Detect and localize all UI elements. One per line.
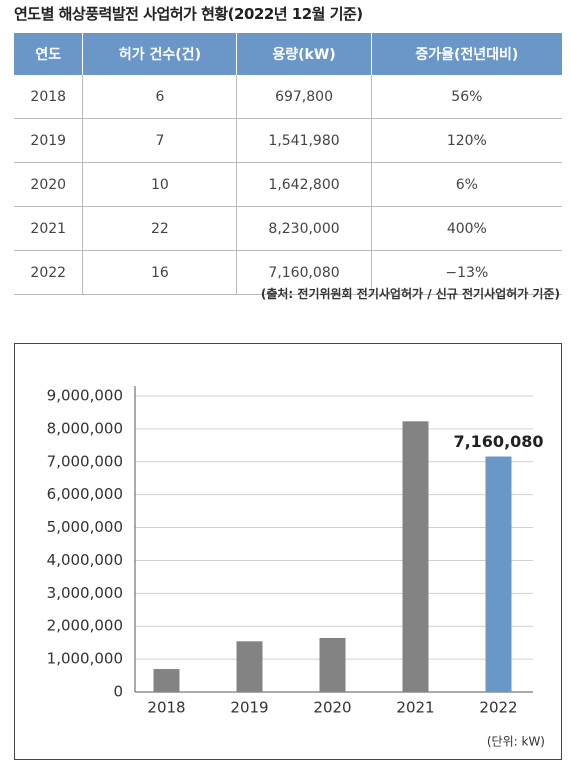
y-tick-label: 4,000,000 xyxy=(47,551,123,569)
y-tick-label: 6,000,000 xyxy=(47,485,123,503)
x-tick-label: 2018 xyxy=(147,699,185,717)
table-cell: 16 xyxy=(82,250,237,295)
bar xyxy=(153,669,180,692)
table-cell: 22 xyxy=(82,206,237,251)
x-tick-label: 2019 xyxy=(230,699,268,717)
y-tick-label: 5,000,000 xyxy=(47,518,123,536)
table-cell: 1,642,800 xyxy=(236,162,372,207)
y-tick-label: 0 xyxy=(113,683,123,701)
table-row: 2022 16 7,160,080 −13% xyxy=(14,250,562,295)
header-row: 연도 허가 건수(건) 용량(kW) 증가율(전년대비) xyxy=(14,33,562,75)
table-cell: 697,800 xyxy=(236,75,372,119)
table-cell: 2019 xyxy=(14,118,83,163)
x-tick-label: 2020 xyxy=(313,699,351,717)
table-cell: −13% xyxy=(370,250,562,295)
table-row: 2019 7 1,541,980 120% xyxy=(14,118,562,163)
table-cell: 6% xyxy=(370,162,562,207)
y-tick-label: 3,000,000 xyxy=(47,584,123,602)
x-tick-label: 2021 xyxy=(396,699,434,717)
table-cell: 400% xyxy=(370,206,562,251)
bar xyxy=(236,641,263,692)
table-cell: 2020 xyxy=(14,162,83,207)
y-tick-label: 9,000,000 xyxy=(47,387,123,405)
table-cell: 56% xyxy=(370,75,562,119)
chart-frame xyxy=(14,343,562,760)
table-cell: 7,160,080 xyxy=(236,250,372,295)
bar xyxy=(319,637,346,692)
y-tick-label: 7,000,000 xyxy=(47,452,123,470)
data-table: 연도 허가 건수(건) 용량(kW) 증가율(전년대비) 2018 6 697,800 56%… xyxy=(14,33,562,295)
title: 연도별 해상풍력발전 사업허가 현황(2022년 12월 기준) xyxy=(14,5,363,23)
table-cell: 7 xyxy=(82,118,237,163)
unit-note: (단위: kW) xyxy=(487,735,545,749)
table-row: 2018 6 697,800 56% xyxy=(14,75,562,119)
header-cell: 연도 xyxy=(14,33,83,75)
y-tick-label: 8,000,000 xyxy=(47,419,123,437)
value-label: 7,160,080 xyxy=(453,432,543,451)
table-cell: 2021 xyxy=(14,206,83,251)
table-cell: 8,230,000 xyxy=(236,206,372,251)
header-cell: 허가 건수(건) xyxy=(82,33,237,75)
table-cell: 2018 xyxy=(14,75,83,119)
bar xyxy=(485,456,512,692)
source-note: (출처: 전기위원회 전기사업허가 / 신규 전기사업허가 기준) xyxy=(260,287,560,301)
x-tick-label: 2022 xyxy=(479,699,517,717)
y-tick-label: 1,000,000 xyxy=(47,650,123,668)
table-cell: 10 xyxy=(82,162,237,207)
table-row: 2021 22 8,230,000 400% xyxy=(14,206,562,251)
table-cell: 120% xyxy=(370,118,562,163)
table-cell: 6 xyxy=(82,75,237,119)
header-cell: 증가율(전년대비) xyxy=(370,33,562,75)
table-cell: 1,541,980 xyxy=(236,118,372,163)
y-tick-label: 2,000,000 xyxy=(47,617,123,635)
header-cell: 용량(kW) xyxy=(236,33,372,75)
table-cell: 2022 xyxy=(14,250,83,295)
bar xyxy=(402,421,429,692)
table-row: 2020 10 1,642,800 6% xyxy=(14,162,562,207)
